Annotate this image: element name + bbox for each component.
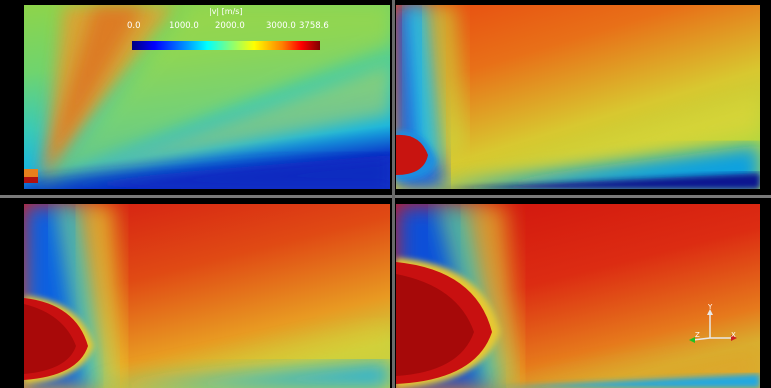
colorbar-ticks: 0.0 1000.0 2000.0 3000.0 3758.6 xyxy=(127,21,332,33)
axis-z-label: Z xyxy=(695,331,700,339)
orientation-axes: Y Z X xyxy=(683,303,743,351)
panel-bottom-left xyxy=(24,204,390,388)
horizontal-divider xyxy=(0,195,771,198)
axis-y-label: Y xyxy=(708,303,713,311)
panel-top-right xyxy=(396,5,760,189)
colorbar-title: |v| [m/s] xyxy=(209,7,243,16)
colorbar-tick: 3758.6 xyxy=(299,21,329,31)
colorbar-legend: |v| [m/s] 0.0 1000.0 2000.0 3000.0 3758.… xyxy=(127,7,332,55)
colorbar-tick: 1000.0 xyxy=(169,21,199,31)
colorbar-tick: 2000.0 xyxy=(215,21,245,31)
axis-x-label: X xyxy=(731,331,736,339)
colorbar-tick: 3000.0 xyxy=(266,21,296,31)
colorbar-gradient xyxy=(132,41,320,50)
colorbar-tick: 0.0 xyxy=(127,21,141,31)
axes-triad-icon xyxy=(689,309,737,343)
vertical-divider xyxy=(392,0,395,388)
panel-bottom-right xyxy=(396,204,760,388)
